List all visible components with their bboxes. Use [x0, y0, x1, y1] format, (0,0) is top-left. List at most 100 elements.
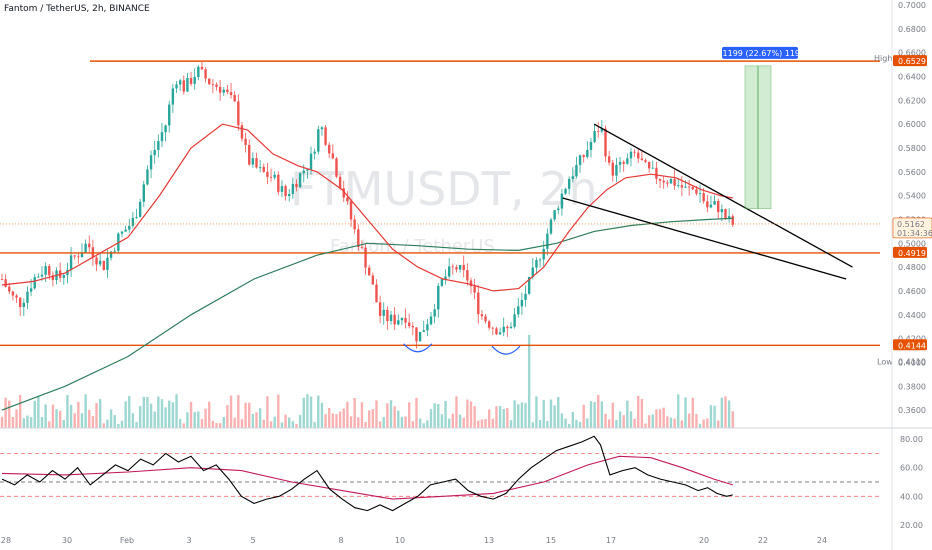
- candle-body: [462, 264, 465, 271]
- volume-bar: [433, 403, 436, 428]
- candle-body: [564, 188, 567, 194]
- candle-body: [542, 248, 545, 260]
- volume-bar: [298, 414, 302, 428]
- candle-body: [368, 267, 371, 276]
- candle-body: [458, 264, 462, 270]
- price-axis[interactable]: 0.7000 0.6800 0.6600 0.6400 0.6200 0.6000 0.58…: [898, 1, 926, 415]
- volume-bar: [640, 399, 644, 428]
- falling-wedge-lines[interactable]: [562, 123, 853, 280]
- volume-bar: [320, 402, 324, 428]
- volume-bar: [553, 405, 556, 428]
- volume-bar: [331, 413, 335, 428]
- rsi-axis[interactable]: 80.00 60.00 40.00 20.00: [900, 435, 923, 530]
- volume-bar: [444, 400, 447, 428]
- volume-bar: [40, 416, 44, 428]
- candle-body: [309, 153, 313, 170]
- volume-bar: [124, 401, 127, 428]
- volume-bar: [317, 395, 320, 428]
- volume-bar: [273, 416, 276, 428]
- price-pane[interactable]: FTMUSDT, 2h Fantom / TetherUS 0.1199 (22…: [0, 46, 880, 428]
- candle-body: [51, 275, 55, 281]
- price-axis-tick: 0.4600: [898, 287, 926, 296]
- candle-body: [513, 314, 516, 327]
- volume-bar: [469, 401, 473, 428]
- volume-bar: [477, 420, 480, 428]
- candle-body: [88, 243, 91, 248]
- candle-body: [153, 149, 156, 156]
- candle-body: [407, 322, 411, 327]
- candle-body: [124, 229, 127, 232]
- volume-bar: [128, 396, 131, 428]
- candle-body: [335, 158, 338, 177]
- volume-bar: [237, 395, 240, 428]
- price-axis-tick: 0.5000: [898, 239, 926, 248]
- volume-bar: [600, 401, 604, 428]
- candle-body: [357, 229, 360, 247]
- price-range-measure[interactable]: 0.1199 (22.67%) 1199: [715, 46, 805, 210]
- candle-body: [33, 277, 36, 289]
- volume-bar: [197, 411, 200, 428]
- volume-bar: [113, 415, 116, 428]
- candle-body: [211, 84, 215, 86]
- candle-body: [164, 125, 167, 133]
- volume-bar: [546, 421, 549, 428]
- price-axis-tick: 0.6000: [898, 120, 926, 129]
- price-axis-tick: 0.4200: [898, 335, 926, 344]
- volume-bar: [171, 402, 175, 428]
- volume-bar: [582, 404, 585, 428]
- rsi-axis-tick: 60.00: [900, 464, 923, 473]
- volume-bar: [324, 414, 327, 428]
- candle-body: [37, 276, 40, 278]
- candle-body: [342, 188, 345, 198]
- candle-body: [138, 201, 142, 218]
- volume-bar: [62, 420, 66, 428]
- volume-bar: [731, 411, 734, 428]
- candle-body: [353, 219, 356, 230]
- volume-bar: [615, 419, 618, 428]
- support-low-tag: 0.4144: [898, 341, 926, 350]
- volume-bar: [11, 416, 15, 428]
- candle-body: [695, 189, 698, 194]
- volume-bar: [69, 404, 73, 428]
- candle-body: [422, 330, 425, 333]
- volume-bar: [502, 408, 505, 428]
- volume-bar: [629, 411, 633, 428]
- volume-bar: [626, 400, 629, 428]
- candle-body: [324, 127, 327, 145]
- volume-bar: [120, 420, 124, 428]
- candle-body: [160, 132, 164, 142]
- candle-body: [651, 167, 654, 169]
- volume-bar: [597, 394, 600, 428]
- candle-body: [273, 174, 276, 178]
- time-axis-tick: 13: [484, 536, 494, 545]
- volume-bar: [353, 398, 356, 428]
- candle-body: [182, 80, 185, 92]
- volume-bar: [386, 403, 389, 428]
- volume-bar: [135, 421, 138, 428]
- time-axis-tick: 24: [817, 536, 827, 545]
- horizontal-levels[interactable]: [0, 60, 880, 346]
- candle-body: [586, 149, 589, 158]
- volume-bar: [713, 405, 716, 428]
- price-axis-tick: 0.6600: [898, 49, 926, 58]
- candle-body: [713, 201, 716, 205]
- rsi-pane[interactable]: [0, 435, 880, 512]
- candle-body: [8, 286, 11, 292]
- bottom-arc: [403, 343, 433, 353]
- candle-body: [18, 297, 22, 308]
- volume-bar: [604, 413, 607, 428]
- volume-bar: [498, 405, 502, 428]
- volume-bar: [244, 402, 247, 428]
- candle-body: [553, 210, 556, 220]
- volume-bar: [633, 418, 636, 428]
- volume-bar: [255, 412, 258, 428]
- time-axis[interactable]: 28 30 Feb 3 5 8 10 13 15 17 20 22 24: [1, 536, 827, 545]
- candle-body: [560, 193, 564, 209]
- volume-bar: [404, 416, 407, 428]
- candle-body: [73, 255, 76, 257]
- volume-bar: [702, 419, 705, 428]
- volume-bar: [117, 423, 120, 428]
- candle-body: [128, 225, 131, 230]
- candle-body: [208, 78, 211, 85]
